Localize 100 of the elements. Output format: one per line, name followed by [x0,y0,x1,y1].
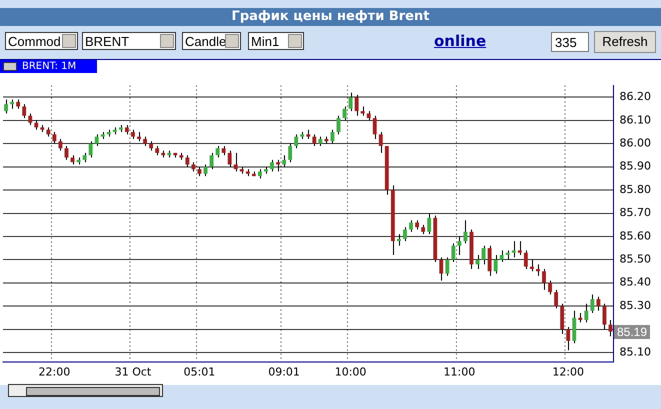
candlestick [70,154,74,166]
annotation: 85.19 [614,324,650,339]
candlestick [124,124,129,135]
candlestick [155,145,160,156]
candlestick [342,106,346,121]
candlestick [608,320,612,337]
candlestick [409,220,413,232]
chart-title: График цены нефти Brent [0,8,661,26]
candlestick [94,134,99,146]
candlestick [131,129,135,140]
y-tick-label: 85.60 [620,229,652,242]
candlestick [348,92,352,112]
candlestick [488,245,492,276]
candlestick [34,120,38,130]
candlestick [4,99,8,114]
text: Min1 [251,34,280,49]
y-tick-label: 85.80 [620,182,652,196]
text: online [434,32,486,50]
candlestick [149,140,154,152]
candlestick [222,145,226,156]
candlestick [185,154,190,168]
candlestick [476,254,480,270]
y-tick-label: 86.20 [620,90,652,104]
candlestick [282,154,286,168]
candlestick [542,268,546,290]
candlestick [554,289,558,309]
candlestick [204,164,208,177]
x-tick-label: 12:00 [552,365,584,378]
candlestick [143,136,147,146]
candlestick [590,294,594,314]
candlestick [578,312,582,323]
x-tick-label: 09:01 [268,365,300,378]
candlestick [427,212,432,235]
y-tick-label: 85.70 [620,206,652,220]
candlestick [228,150,232,168]
candlestick [596,296,600,312]
chart-subtitle: BRENT: 1M [0,60,97,73]
y-tick-label: 85.10 [620,345,652,358]
x-tick-label: 05:01 [184,365,216,378]
candlestick [46,126,50,138]
candlestick [312,134,316,146]
text: Candle [185,34,226,49]
candlestick [52,132,56,144]
y-tick-label: 86.00 [620,136,652,150]
candlestick [64,145,68,160]
candlestick [584,303,588,323]
candlestick [82,152,87,163]
candlestick [258,168,262,179]
candlestick [506,250,510,260]
candlestick [494,254,498,274]
candlestick [88,140,93,158]
candlestick [445,256,450,276]
candlestick [216,145,220,158]
candlestick [403,226,407,242]
candlestick [58,138,62,152]
candlestick [457,236,462,256]
candlestick [360,106,365,116]
candlestick [354,94,359,116]
candlestick [330,129,334,144]
y-tick-label: 85.40 [620,276,652,289]
text: 335 [551,32,589,52]
candlestick [524,250,528,270]
candlestick [294,134,298,149]
candlestick [548,280,552,295]
candlestick [288,143,292,163]
x-tick-label: 22:00 [38,365,70,378]
candlestick [560,303,564,334]
x-tick-label: 10:00 [334,365,366,378]
candlestick [572,310,576,344]
candlestick [500,250,504,262]
candlestick [22,104,26,119]
candlestick [16,99,20,110]
y-tick-label: 86.10 [620,113,652,126]
y-tick-label: 85.30 [620,298,652,312]
candlestick [372,115,377,140]
candlestick [536,264,540,276]
candlestick [421,224,426,235]
candlestick [566,326,570,351]
y-tick-label: 85.50 [620,252,652,266]
candlestick [415,220,419,230]
candlestick [602,303,606,330]
candlestick [318,136,322,146]
candlestick [198,166,202,177]
candlestick [530,259,534,272]
text: BRENT [85,34,130,49]
candlestick [482,245,486,265]
text: Commod [8,34,61,49]
candlestick [439,256,444,282]
candlestick [191,162,196,172]
candlestick [276,159,280,172]
y-tick-label: 85.90 [620,160,652,173]
candlestick [451,242,456,262]
candlestick [137,132,141,142]
candlestick [463,220,468,244]
text: Refresh [594,31,656,53]
x-tick-label: 31 Oct [114,365,152,378]
candlestick [336,115,340,135]
candlestick [210,152,214,170]
x-tick-label: 11:00 [444,365,476,378]
candlestick [270,159,274,172]
